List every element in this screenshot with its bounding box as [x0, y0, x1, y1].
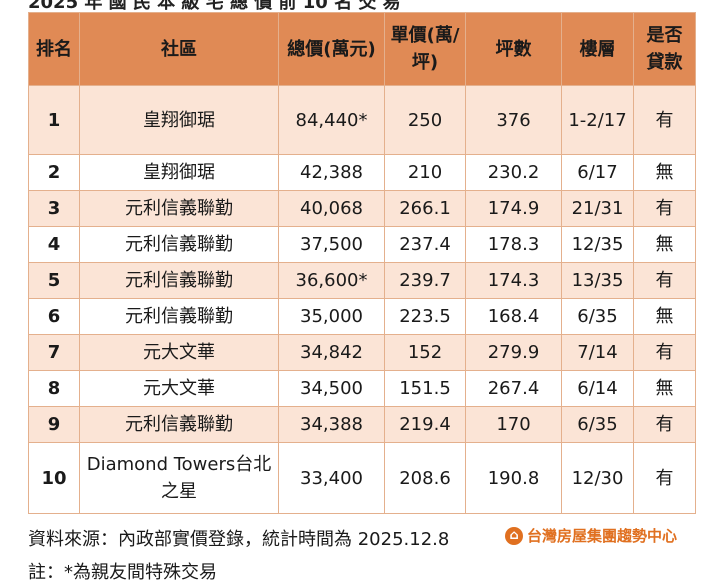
- table-row: 9 元利信義聯勤 34,388 219.4 170 6/35 有: [28, 406, 696, 443]
- house-logo-icon: ⌂: [505, 526, 523, 545]
- cell-total: 33,400: [278, 442, 385, 514]
- cell-loan: 有: [633, 262, 696, 299]
- header-floor: 樓層: [561, 12, 634, 86]
- cell-rank: 5: [28, 262, 80, 299]
- cell-loan: 無: [633, 370, 696, 407]
- table-row: 2 皇翔御琚 42,388 210 230.2 6/17 無: [28, 154, 696, 191]
- cell-community: 元大文華: [79, 370, 279, 407]
- table-row: 4 元利信義聯勤 37,500 237.4 178.3 12/35 無: [28, 226, 696, 263]
- cell-floor: 1-2/17: [561, 85, 634, 155]
- cell-community: 元利信義聯勤: [79, 262, 279, 299]
- table-row: 10 Diamond Towers台北之星 33,400 208.6 190.8 12/3…: [28, 442, 696, 514]
- cell-community: 皇翔御琚: [79, 85, 279, 155]
- cell-unit: 239.7: [384, 262, 466, 299]
- cell-floor: 12/35: [561, 226, 634, 263]
- cell-unit: 151.5: [384, 370, 466, 407]
- cell-area: 168.4: [465, 298, 562, 335]
- header-rank: 排名: [28, 12, 80, 86]
- table-row: 3 元利信義聯勤 40,068 266.1 174.9 21/31 有: [28, 190, 696, 227]
- cell-area: 178.3: [465, 226, 562, 263]
- cell-floor: 6/35: [561, 406, 634, 443]
- cell-unit: 210: [384, 154, 466, 191]
- cell-loan: 有: [633, 85, 696, 155]
- cell-area: 174.9: [465, 190, 562, 227]
- table-row: 8 元大文華 34,500 151.5 267.4 6/14 無: [28, 370, 696, 407]
- cell-floor: 6/14: [561, 370, 634, 407]
- cell-rank: 1: [28, 85, 80, 155]
- cell-area: 190.8: [465, 442, 562, 514]
- table-header-row: 排名 社區 總價(萬元) 單價(萬/坪) 坪數 樓層 是否貸款: [28, 12, 696, 86]
- cell-unit: 250: [384, 85, 466, 155]
- cell-loan: 無: [633, 226, 696, 263]
- table-row: 5 元利信義聯勤 36,600* 239.7 174.3 13/35 有: [28, 262, 696, 299]
- cell-total: 36,600*: [278, 262, 385, 299]
- cell-unit: 219.4: [384, 406, 466, 443]
- footnote: 註：*為親友間特殊交易: [28, 562, 217, 583]
- cell-floor: 6/35: [561, 298, 634, 335]
- cell-rank: 10: [28, 442, 80, 514]
- cell-loan: 有: [633, 190, 696, 227]
- cell-unit: 208.6: [384, 442, 466, 514]
- source-note: 資料來源：內政部實價登錄，統計時間為 2025.12.8: [28, 529, 450, 550]
- cell-loan: 有: [633, 334, 696, 371]
- cell-area: 170: [465, 406, 562, 443]
- cell-community: 皇翔御琚: [79, 154, 279, 191]
- header-community: 社區: [79, 12, 279, 86]
- header-total-price: 總價(萬元): [278, 12, 385, 86]
- cell-loan: 無: [633, 298, 696, 335]
- cell-loan: 有: [633, 406, 696, 443]
- cell-total: 42,388: [278, 154, 385, 191]
- cell-community: 元利信義聯勤: [79, 298, 279, 335]
- cell-loan: 有: [633, 442, 696, 514]
- cell-rank: 9: [28, 406, 80, 443]
- cell-community: 元大文華: [79, 334, 279, 371]
- cell-unit: 266.1: [384, 190, 466, 227]
- cell-community: 元利信義聯勤: [79, 406, 279, 443]
- cell-floor: 13/35: [561, 262, 634, 299]
- table-row: 6 元利信義聯勤 35,000 223.5 168.4 6/35 無: [28, 298, 696, 335]
- header-area: 坪數: [465, 12, 562, 86]
- cell-rank: 2: [28, 154, 80, 191]
- cell-unit: 152: [384, 334, 466, 371]
- cell-total: 35,000: [278, 298, 385, 335]
- cell-total: 84,440*: [278, 85, 385, 155]
- cell-area: 230.2: [465, 154, 562, 191]
- cell-community: Diamond Towers台北之星: [79, 442, 279, 514]
- table-row: 1 皇翔御琚 84,440* 250 376 1-2/17 有: [28, 85, 696, 155]
- cell-rank: 3: [28, 190, 80, 227]
- logo-text: 台灣房屋集團趨勢中心: [527, 527, 678, 545]
- cell-floor: 21/31: [561, 190, 634, 227]
- cell-total: 34,388: [278, 406, 385, 443]
- cell-community: 元利信義聯勤: [79, 190, 279, 227]
- cell-rank: 4: [28, 226, 80, 263]
- header-loan: 是否貸款: [633, 12, 696, 86]
- cell-floor: 7/14: [561, 334, 634, 371]
- cell-total: 34,842: [278, 334, 385, 371]
- cell-area: 376: [465, 85, 562, 155]
- cell-unit: 223.5: [384, 298, 466, 335]
- cell-area: 267.4: [465, 370, 562, 407]
- cell-rank: 7: [28, 334, 80, 371]
- cell-floor: 12/30: [561, 442, 634, 514]
- cell-area: 174.3: [465, 262, 562, 299]
- cell-total: 40,068: [278, 190, 385, 227]
- cell-floor: 6/17: [561, 154, 634, 191]
- cell-area: 279.9: [465, 334, 562, 371]
- page-title-partial: 2025 年 國 民 本 級 宅 總 價 前 10 名 交 易: [28, 0, 401, 13]
- cell-rank: 6: [28, 298, 80, 335]
- cell-total: 37,500: [278, 226, 385, 263]
- table-row: 7 元大文華 34,842 152 279.9 7/14 有: [28, 334, 696, 371]
- ranking-table: 排名 社區 總價(萬元) 單價(萬/坪) 坪數 樓層 是否貸款 1 皇翔御琚 84,…: [28, 12, 696, 514]
- header-unit-price: 單價(萬/坪): [384, 12, 466, 86]
- cell-total: 34,500: [278, 370, 385, 407]
- cell-unit: 237.4: [384, 226, 466, 263]
- brand-logo: ⌂ 台灣房屋集團趨勢中心: [505, 525, 677, 546]
- cell-community: 元利信義聯勤: [79, 226, 279, 263]
- cell-rank: 8: [28, 370, 80, 407]
- cell-loan: 無: [633, 154, 696, 191]
